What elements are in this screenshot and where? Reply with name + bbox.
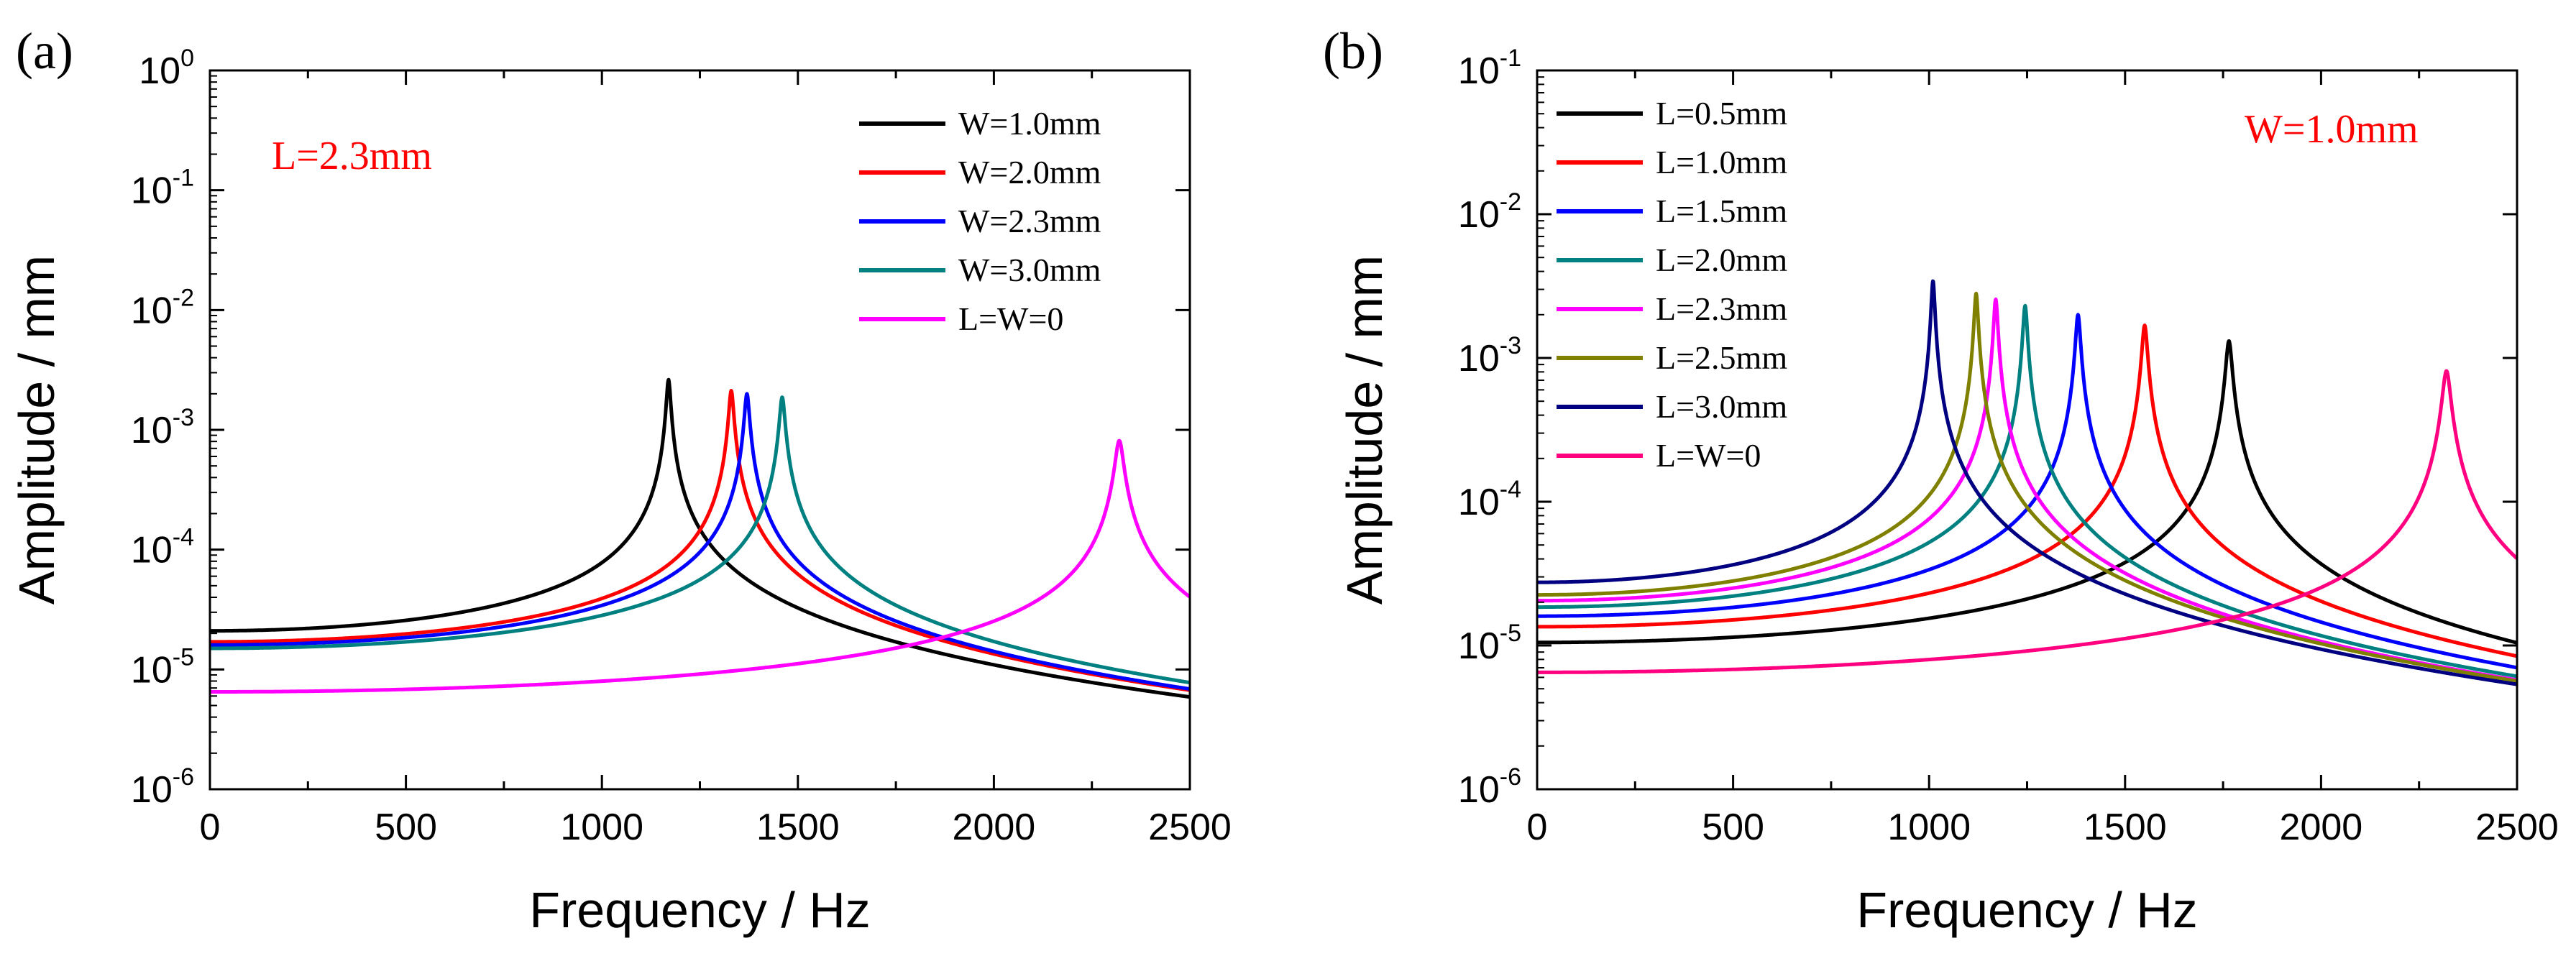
y-tick-base: 10 [1458,338,1500,380]
y-tick-label: 10-6 [1458,763,1521,811]
y-tick-base: 10 [131,410,173,451]
y-tick-exponent: -5 [1500,620,1521,647]
y-tick-exponent: 0 [180,45,194,72]
y-tick-base: 10 [131,290,173,331]
y-tick-label: 10-5 [1458,620,1521,667]
annotation-text: L=2.3mm [272,134,432,178]
series-line-L=W=0 [210,438,1190,694]
legend: L=0.5mm L=1.0mm L=1.5mm L=2.0mm L=2.3mm L=2.5… [1557,95,1787,474]
x-tick-label: 2000 [2280,806,2363,848]
series-line-W=1.0mm [210,377,1190,699]
y-tick-exponent: -3 [173,404,194,431]
y-tick-label: 10-2 [131,284,194,331]
y-tick-base: 10 [131,530,173,571]
x-tick-label: 0 [1527,806,1548,848]
panel-b: (b)0 500 1000 1500 2000 250010-110-210-310-41… [1323,22,2559,938]
x-tick-label: 500 [375,806,437,848]
legend: W=1.0mm W=2.0mm W=2.3mm W=3.0mm L=W=0 [859,105,1101,337]
x-axis-title: Frequency / Hz [1856,882,2198,938]
y-tick-exponent: -2 [1500,188,1521,216]
legend-label: L=1.0mm [1656,144,1787,180]
series-line-L=0.5mm [1537,339,2517,645]
y-tick-label: 10-5 [131,643,194,691]
legend-label: L=2.5mm [1656,339,1787,376]
y-tick-base: 10 [1458,625,1500,667]
legend-label: W=2.0mm [958,154,1101,190]
y-tick-base: 10 [1458,769,1500,811]
legend-label: W=3.0mm [958,252,1101,288]
y-tick-exponent: -6 [173,763,194,791]
y-tick-label: 10-4 [1458,476,1521,523]
y-tick-exponent: -5 [173,643,194,671]
x-tick-label: 1000 [560,806,643,848]
y-tick-base: 10 [139,50,180,92]
y-tick-base: 10 [1458,50,1500,92]
y-tick-base: 10 [131,769,173,811]
legend-label: L=1.5mm [1656,193,1787,229]
y-tick-label: 10-2 [1458,188,1521,236]
x-tick-label: 2500 [1148,806,1232,848]
legend-label: W=2.3mm [958,203,1101,239]
legend-label: W=1.0mm [958,105,1101,142]
series-line-W=2.3mm [210,392,1190,691]
y-tick-label: 10-4 [131,524,194,571]
y-tick-base: 10 [131,170,173,212]
y-tick-label: 10-1 [131,165,194,212]
panel-a: (a)0 500 1000 1500 2000 250010010-110-210-310… [9,22,1232,938]
x-tick-label: 1500 [756,806,840,848]
y-tick-label: 10-3 [131,404,194,451]
y-tick-label: 10-3 [1458,332,1521,380]
y-tick-base: 10 [1458,482,1500,523]
y-tick-label: 100 [139,45,194,92]
x-tick-label: 500 [1702,806,1764,848]
x-tick-label: 0 [200,806,221,848]
series-line-L=2.3mm [1537,297,2517,682]
y-tick-exponent: -6 [1500,763,1521,791]
y-axis-title: Amplitude / mm [9,255,65,605]
x-tick-label: 2500 [2475,806,2559,848]
series-line-L=3.0mm [1537,279,2517,686]
y-tick-exponent: -4 [173,524,194,551]
y-axis-title: Amplitude / mm [1337,255,1393,605]
legend-label: L=W=0 [1656,437,1761,474]
y-tick-label: 10-6 [131,763,194,811]
series-line-L=1.0mm [1537,323,2517,658]
series-line-W=2.0mm [210,389,1190,692]
series-line-L=W=0 [1537,369,2517,674]
y-tick-exponent: -4 [1500,476,1521,503]
legend-label: L=W=0 [958,300,1063,337]
y-tick-exponent: -2 [173,284,194,311]
y-tick-base: 10 [131,649,173,691]
series-line-L=2.5mm [1537,291,2517,684]
legend-label: L=0.5mm [1656,95,1787,132]
x-tick-label: 1500 [2084,806,2167,848]
legend-label: L=2.3mm [1656,290,1787,327]
legend-label: L=2.0mm [1656,242,1787,278]
x-tick-label: 2000 [953,806,1036,848]
y-tick-exponent: -3 [1500,332,1521,359]
series-line-L=2.0mm [1537,303,2517,679]
y-tick-exponent: -1 [173,165,194,192]
annotation-text: W=1.0mm [2245,107,2419,152]
series-line-W=3.0mm [210,395,1190,685]
x-axis-title: Frequency / Hz [529,882,871,938]
panel-label: (a) [16,22,73,80]
panel-label: (b) [1323,22,1383,80]
x-tick-label: 1000 [1887,806,1971,848]
y-tick-base: 10 [1458,194,1500,236]
legend-label: L=3.0mm [1656,388,1787,425]
y-tick-exponent: -1 [1500,45,1521,72]
y-tick-label: 10-1 [1458,45,1521,92]
